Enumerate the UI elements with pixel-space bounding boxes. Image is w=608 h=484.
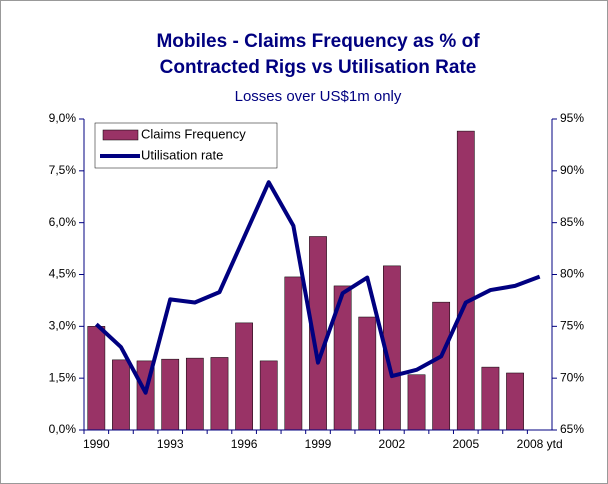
- bar: [235, 322, 253, 431]
- bar: [87, 326, 106, 431]
- x-tick-label: 1996: [231, 437, 258, 451]
- x-tick-label: 2005: [452, 437, 479, 451]
- bar: [185, 357, 204, 431]
- bar: [112, 359, 130, 431]
- bar: [358, 316, 377, 431]
- line: [94, 180, 541, 395]
- y2-tick-label: 65%: [560, 422, 584, 436]
- x-tick-label: 1999: [305, 437, 332, 451]
- bar: [481, 366, 500, 431]
- bar: [161, 358, 180, 431]
- y2-tick-label: 80%: [560, 267, 584, 281]
- chart-subtitle: Losses over US$1m only: [235, 88, 402, 105]
- chart-title: Contracted Rigs vs Utilisation Rate: [160, 57, 477, 78]
- y-tick-label: 7,5%: [49, 163, 77, 177]
- bar: [210, 357, 229, 431]
- y-tick-label: 3,0%: [49, 319, 77, 333]
- y2-tick-label: 75%: [560, 319, 584, 333]
- y2-tick-label: 85%: [560, 215, 584, 229]
- legend-label: Claims Frequency: [141, 126, 246, 141]
- x-tick-label: 1993: [157, 437, 184, 451]
- bar: [456, 130, 475, 431]
- bar: [259, 360, 278, 431]
- bar: [506, 372, 524, 431]
- y2-tick-label: 90%: [560, 163, 584, 177]
- y-tick-label: 0,0%: [49, 422, 77, 436]
- legend-label: Utilisation rate: [141, 147, 223, 162]
- chart-title: Mobiles - Claims Frequency as % of: [156, 31, 480, 52]
- legend-swatch: [102, 129, 139, 141]
- x-tick-label: 1990: [83, 437, 110, 451]
- y-tick-label: 4,5%: [49, 267, 77, 281]
- y-tick-label: 6,0%: [49, 215, 77, 229]
- bar: [432, 301, 451, 431]
- y-tick-label: 1,5%: [49, 370, 77, 384]
- bar: [284, 276, 303, 431]
- y2-tick-label: 70%: [560, 370, 584, 384]
- x-tick-label: 2008 ytd: [517, 437, 563, 451]
- x-tick-label: 2002: [379, 437, 406, 451]
- bar: [407, 374, 426, 431]
- y2-tick-label: 95%: [560, 111, 584, 125]
- y-tick-label: 9,0%: [49, 111, 77, 125]
